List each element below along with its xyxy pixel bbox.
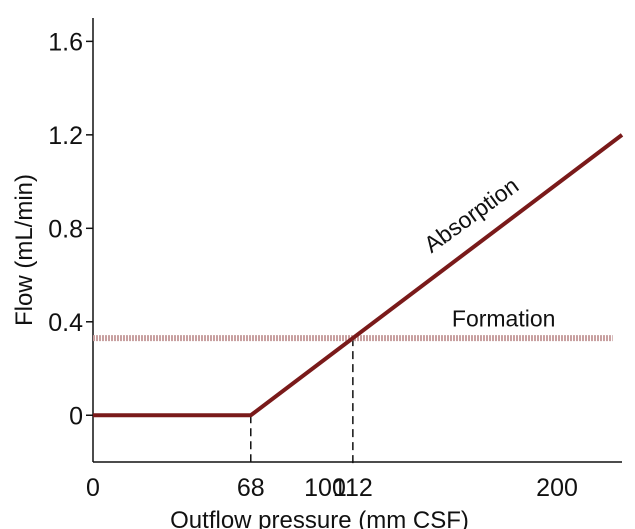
series-layer: [93, 133, 624, 418]
series-labels: Absorption Formation: [419, 172, 555, 331]
absorption-line: [93, 133, 624, 418]
x-tick-label: 0: [86, 474, 100, 502]
y-axis-title: Flow (mL/min): [11, 174, 38, 326]
absorption-label: Absorption: [419, 172, 523, 258]
y-tick-label: 0: [69, 402, 83, 430]
x-tick-label: 68: [237, 474, 265, 502]
x-tick-label: 112: [333, 474, 373, 502]
x-tick-label: 100: [304, 474, 346, 502]
y-tick-label: 0.4: [48, 309, 83, 337]
y-tick-label: 0.8: [48, 215, 83, 243]
y-tick-label: 1.6: [48, 28, 83, 56]
y-tick-label: 1.2: [48, 122, 83, 150]
x-tick-label: 200: [536, 474, 578, 502]
formation-label: Formation: [452, 305, 556, 331]
y-ticks: 0 0.4 0.8 1.2 1.6: [48, 28, 93, 430]
reference-lines: [250, 338, 354, 464]
x-axis-title: Outflow pressure (mm CSF): [170, 507, 469, 529]
axes: [92, 18, 622, 463]
